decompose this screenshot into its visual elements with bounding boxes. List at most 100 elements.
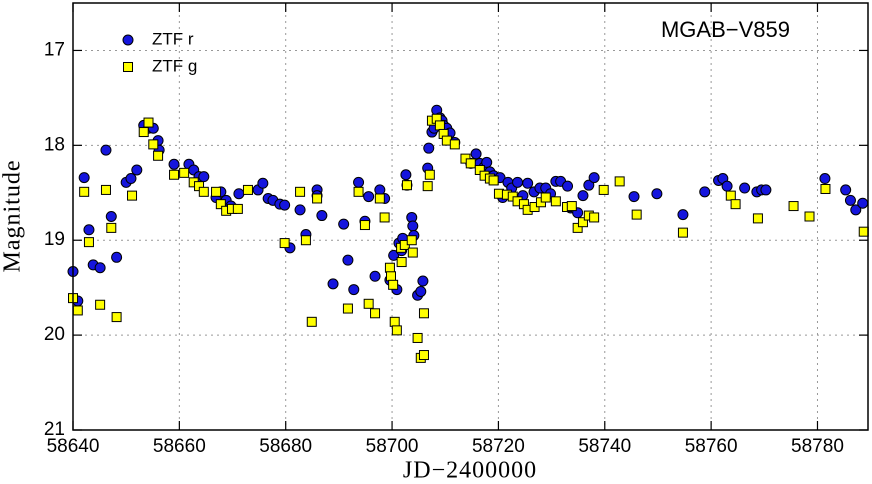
data-point [100,184,111,195]
data-point [106,222,117,233]
data-point [374,193,385,204]
data-point [232,203,243,214]
x-tick-label: 58780 [791,436,844,457]
data-point [127,190,138,201]
data-point [760,184,772,196]
data-point [407,220,419,232]
data-point [422,181,433,192]
data-point [401,180,412,191]
data-point [677,209,689,221]
y-tick-label: 18 [44,134,65,155]
data-point [198,186,209,197]
data-point [327,278,339,290]
data-point [550,196,561,207]
data-point [677,227,688,238]
data-point [389,316,400,327]
plot-frame [72,2,869,431]
y-axis-label: Magnitude [0,160,26,273]
data-point [125,173,137,185]
data-point [363,298,374,309]
x-tick-label: 58740 [578,436,631,457]
data-point [788,201,799,212]
x-axis-label: JD−2400000 [403,458,537,484]
x-tick-label: 58700 [366,436,419,457]
data-point [348,284,360,296]
data-point [739,182,751,194]
data-point [819,173,831,185]
y-tick-label: 19 [44,229,65,250]
data-point [342,303,353,314]
data-point [577,190,589,202]
data-point [215,199,226,210]
x-tick-label: 58760 [685,436,738,457]
data-point [342,254,354,266]
data-point [379,212,390,223]
data-point [353,176,365,188]
data-point [721,180,733,192]
data-point [415,285,427,297]
data-point [143,117,154,128]
x-tick-label: 58680 [259,436,312,457]
data-point [359,220,370,231]
data-point [412,332,423,343]
plot-area [67,3,869,431]
data-point [83,224,95,236]
data-point [388,279,399,290]
data-point [424,169,435,180]
data-point [386,271,396,282]
data-point [295,186,306,197]
data-point [153,150,164,161]
data-point [83,237,94,248]
data-point [820,183,831,194]
data-point [168,158,180,170]
data-point [94,262,106,274]
x-tick-label: 58660 [153,436,206,457]
data-point [406,235,417,246]
y-tick-label: 17 [44,39,65,60]
data-point [470,148,482,160]
data-point [449,139,460,150]
data-point [417,275,429,287]
data-point [312,193,323,204]
data-point [730,199,741,210]
data-point [95,299,106,310]
data-point [105,211,117,222]
data-point [488,175,499,186]
data-point [169,169,180,180]
data-point [752,213,763,224]
data-point [589,212,600,223]
data-point [857,197,869,209]
data-point [434,120,445,131]
data-point [388,249,400,261]
data-point [396,257,407,268]
data-point [418,350,429,361]
data-point [198,171,210,183]
legend-marker [122,34,134,46]
data-point [400,169,412,181]
data-point [522,177,534,189]
data-point [306,316,317,327]
data-point [353,186,364,197]
data-point [279,238,290,249]
data-point [233,188,245,200]
data-point [631,209,642,220]
data-point [628,191,640,203]
data-point [858,226,869,237]
data-point [131,164,143,176]
data-point [384,262,395,273]
data-point [614,176,625,187]
data-point [583,179,595,191]
y-tick-label: 21 [44,419,65,440]
data-point [300,235,311,246]
data-point [111,312,122,323]
data-point [79,186,90,197]
data-point [418,308,429,319]
data-point [566,201,577,212]
data-point [257,177,269,189]
y-tick-label: 20 [44,324,65,345]
data-point [370,308,381,319]
legend-label: ZTF r [152,29,194,48]
data-point [78,172,90,184]
data-point [598,184,609,195]
data-point [850,204,862,216]
